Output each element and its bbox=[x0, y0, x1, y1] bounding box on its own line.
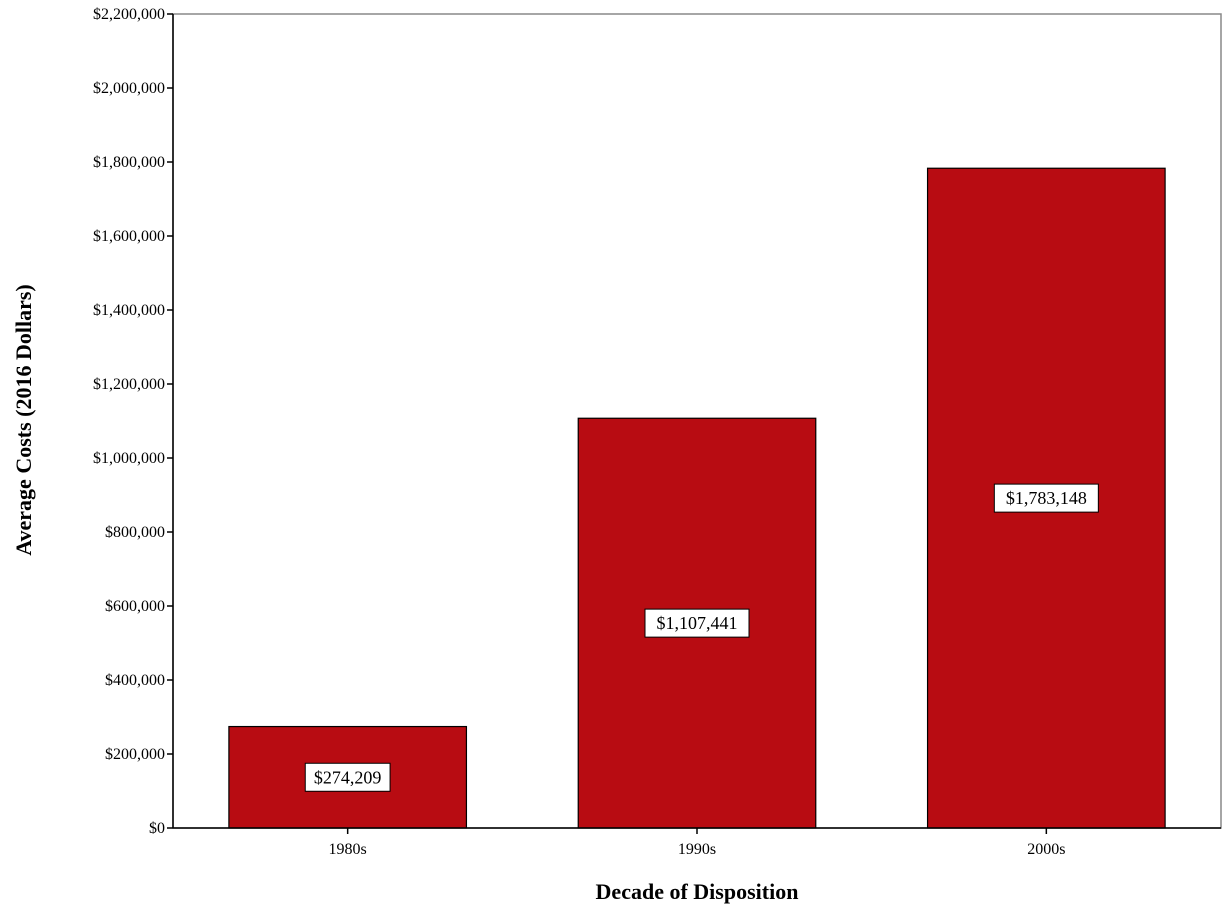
y-tick-label: $1,800,000 bbox=[93, 154, 165, 171]
y-tick-label: $1,000,000 bbox=[93, 450, 165, 467]
y-tick-label: $800,000 bbox=[105, 524, 165, 541]
x-tick-label: 2000s bbox=[1027, 841, 1065, 858]
y-tick-label: $400,000 bbox=[105, 672, 165, 689]
y-tick-label: $1,400,000 bbox=[93, 302, 165, 319]
y-tick-label: $200,000 bbox=[105, 746, 165, 763]
data-label-box bbox=[304, 762, 391, 792]
data-label: $1,783,148 bbox=[1006, 488, 1087, 508]
y-tick-label: $2,000,000 bbox=[93, 80, 165, 97]
data-label: $1,107,441 bbox=[657, 613, 738, 633]
data-label: $274,209 bbox=[314, 767, 382, 787]
x-axis: 1980s 1990s 2000s bbox=[329, 828, 1065, 858]
y-tick-label: $1,200,000 bbox=[93, 376, 165, 393]
y-tick-label: $0 bbox=[149, 820, 165, 837]
x-tick-label: 1980s bbox=[329, 841, 367, 858]
data-label-box bbox=[993, 483, 1099, 513]
bars-group: $274,209 $1,107,441 $1,783,148 bbox=[228, 167, 1166, 829]
x-tick-label: 1990s bbox=[678, 841, 716, 858]
y-axis: $0 $200,000 $400,000 $600,000 $800,000 $1,000… bbox=[93, 6, 173, 837]
y-tick-label: $600,000 bbox=[105, 598, 165, 615]
y-tick-label: $1,600,000 bbox=[93, 228, 165, 245]
data-label-box bbox=[644, 608, 750, 638]
x-axis-title: Decade of Disposition bbox=[596, 879, 799, 904]
y-tick-label: $2,200,000 bbox=[93, 6, 165, 23]
y-axis-title: Average Costs (2016 Dollars) bbox=[11, 284, 36, 555]
